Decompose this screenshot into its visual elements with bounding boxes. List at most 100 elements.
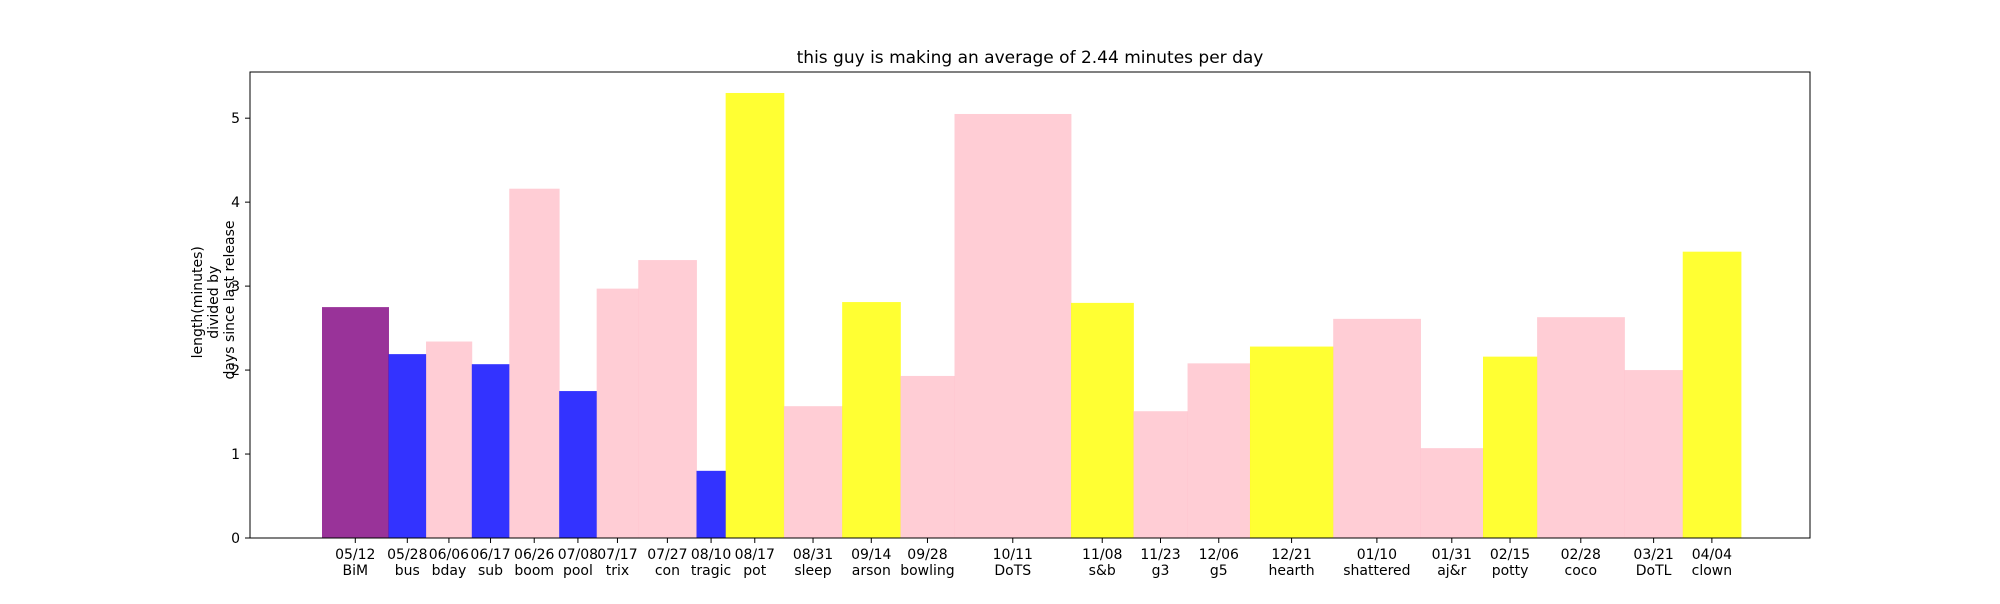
x-tick-name: bowling	[900, 563, 954, 579]
x-tick-label: 01/10 shattered	[1343, 547, 1410, 579]
bar-potty	[1483, 356, 1538, 538]
x-tick-label: 02/15 potty	[1490, 547, 1530, 579]
x-tick-date: 04/04	[1692, 547, 1732, 563]
x-tick-name: pool	[563, 563, 593, 579]
x-tick-name: DoTS	[994, 563, 1031, 579]
bar-DoTS	[954, 113, 1072, 538]
x-tick-label: 08/10 tragic	[691, 547, 731, 579]
bar-DoTL	[1624, 370, 1684, 538]
x-tick-name: con	[655, 563, 680, 579]
bar-sleep	[783, 406, 843, 538]
x-tick-label: 07/17 trix	[597, 547, 637, 579]
x-tick-date: 07/17	[597, 547, 637, 563]
x-tick-label: 04/04 clown	[1692, 547, 1733, 579]
x-tick-name: bday	[432, 563, 467, 579]
x-tick-name: boom	[514, 563, 554, 579]
x-tick-label: 06/06 bday	[429, 547, 469, 579]
x-tick-date: 11/08	[1082, 547, 1122, 563]
x-tick-date: 07/08	[558, 547, 598, 563]
x-tick-date: 02/15	[1490, 547, 1530, 563]
x-tick-date: 12/21	[1271, 547, 1311, 563]
x-tick-label: 05/12 BiM	[335, 547, 375, 579]
bar-con	[638, 260, 697, 538]
x-tick-date: 09/28	[907, 547, 947, 563]
x-tick-label: 06/17 sub	[470, 547, 510, 579]
plot-frame	[249, 71, 1811, 539]
y-tick-label: 5	[231, 111, 240, 127]
bar-sub	[471, 364, 510, 538]
bar-g5	[1187, 363, 1251, 538]
x-tick-label: 06/26 boom	[514, 547, 554, 579]
x-tick-date: 08/31	[793, 547, 833, 563]
x-tick-label: 10/11 DoTS	[993, 547, 1033, 579]
x-tick-date: 11/23	[1140, 547, 1180, 563]
y-axis-label-line-2: divided by	[206, 266, 222, 339]
x-tick-date: 12/06	[1199, 547, 1239, 563]
x-tick-date: 01/10	[1357, 547, 1397, 563]
bar-coco	[1537, 317, 1625, 538]
y-tick-label: 4	[231, 195, 240, 211]
x-tick-date: 07/27	[647, 547, 687, 563]
bar-trix	[596, 288, 639, 538]
y-tick-label: 3	[231, 279, 240, 295]
bar-s-b	[1071, 302, 1134, 538]
x-tick-date: 02/28	[1561, 547, 1601, 563]
y-axis-ticks: 0 1 2 3 4 5	[231, 111, 250, 547]
x-tick-date: 06/06	[429, 547, 469, 563]
x-tick-label: 12/21 hearth	[1268, 547, 1314, 579]
x-tick-label: 07/27 con	[647, 547, 687, 579]
x-tick-name: sub	[478, 563, 503, 579]
x-tick-date: 06/17	[470, 547, 510, 563]
x-tick-name: arson	[852, 563, 891, 579]
x-tick-label: 01/31 aj&r	[1432, 547, 1472, 579]
x-tick-label: 07/08 pool	[558, 547, 598, 579]
bars-group	[322, 92, 1742, 539]
x-tick-name: sleep	[794, 563, 831, 579]
x-tick-name: g5	[1210, 563, 1228, 579]
x-tick-label: 11/23 g3	[1140, 547, 1180, 579]
y-tick-label: 0	[231, 531, 240, 547]
x-tick-label: 09/28 bowling	[900, 547, 954, 579]
bar-hearth	[1249, 346, 1334, 538]
y-axis-label-line-3: days since last release	[222, 220, 238, 379]
x-tick-name: clown	[1692, 563, 1732, 579]
bar-g3	[1133, 411, 1188, 538]
x-tick-date: 06/26	[514, 547, 554, 563]
bar-arson	[842, 302, 901, 538]
x-tick-name: shattered	[1343, 563, 1410, 579]
x-tick-name: BiM	[343, 563, 369, 579]
x-tick-label: 11/08 s&b	[1082, 547, 1122, 579]
x-tick-label: 03/21 DoTL	[1633, 547, 1673, 579]
x-tick-label: 08/17 pot	[735, 547, 775, 579]
x-tick-date: 05/28	[387, 547, 427, 563]
y-axis-label-line-1: length(minutes)	[190, 246, 206, 358]
y-tick-label: 1	[231, 447, 240, 463]
y-tick-label: 2	[231, 363, 240, 379]
x-tick-label: 12/06 g5	[1199, 547, 1239, 579]
x-tick-date: 09/14	[851, 547, 891, 563]
x-tick-name: hearth	[1268, 563, 1314, 579]
x-tick-date: 05/12	[335, 547, 375, 563]
x-tick-name: DoTL	[1636, 563, 1672, 579]
y-axis-label: length(minutes) divided by days since la…	[190, 220, 238, 379]
bar-BiM	[322, 307, 389, 538]
chart-title: this guy is making an average of 2.44 mi…	[797, 48, 1264, 68]
x-tick-date: 03/21	[1633, 547, 1673, 563]
bar-bday	[426, 341, 473, 538]
x-tick-name: trix	[606, 563, 629, 579]
bar-boom	[509, 188, 560, 539]
bar-bus	[388, 354, 427, 538]
bar-pot	[725, 92, 785, 538]
bar-aj-r	[1420, 448, 1484, 538]
x-tick-date: 01/31	[1432, 547, 1472, 563]
x-tick-label: 05/28 bus	[387, 547, 427, 579]
x-tick-name: s&b	[1089, 563, 1116, 579]
bar-tragic	[696, 470, 727, 538]
x-tick-name: aj&r	[1437, 563, 1466, 579]
x-tick-label: 09/14 arson	[851, 547, 891, 579]
x-tick-name: bus	[395, 563, 420, 579]
x-tick-name: potty	[1492, 563, 1529, 579]
x-tick-name: tragic	[691, 563, 731, 579]
